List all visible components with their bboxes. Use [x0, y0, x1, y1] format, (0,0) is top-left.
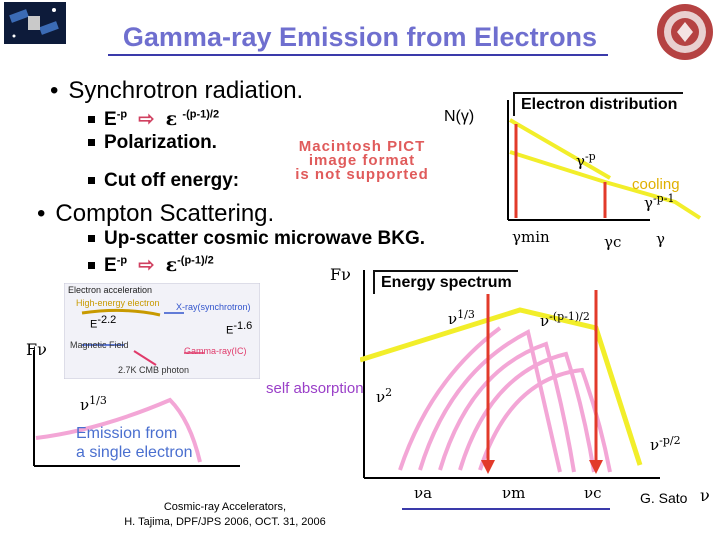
compton-inset-diagram [64, 283, 260, 379]
inset-electron-acceleration: Electron acceleration [68, 285, 153, 295]
compton-cmb: Up-scatter cosmic microwave BKG. [88, 228, 425, 250]
single-electron-caption: Emission from a single electron [76, 425, 193, 461]
source-credit: Cosmic-ray Accelerators, H. Tajima, DPF/… [124, 501, 326, 528]
sync-energy-relation: E-p ⇨ ε -(p-1)/2 [88, 108, 219, 131]
inset-e16: E-1.6 [226, 320, 253, 337]
gamma-min-label: γmin [512, 228, 550, 246]
footer-underline [402, 508, 610, 510]
n-gamma-label: N(γ) [444, 108, 475, 125]
gamma-c-label: γc [604, 233, 622, 251]
author-label: G. Sato [640, 490, 688, 506]
nu-a-label: νa [414, 484, 433, 502]
inset-cmb-photon: 2.7K CMB photon [118, 365, 190, 375]
page-title: Gamma-ray Emission from Electrons [122, 22, 598, 52]
unsupported-image-placeholder: Macintosh PICT image format is not suppo… [295, 138, 429, 183]
slope-gamma-p1-label: γ-p-1 [644, 192, 675, 212]
nu-right-slope-label: ν-p/2 [650, 434, 681, 454]
f-nu-label-single: Fν [26, 340, 47, 359]
nu-m-label: νm [502, 484, 526, 502]
nu-13-top-label: ν1/3 [448, 308, 475, 328]
inset-xray-label: X-ray(synchrotron) [176, 302, 251, 312]
inset-e22: E-2.2 [90, 314, 117, 331]
cooling-label: cooling [632, 176, 680, 193]
slope-gamma-p-label: γ-p [576, 150, 596, 170]
energy-spectrum-label: Energy spectrum [373, 270, 518, 294]
single-electron-emission-plot [33, 350, 240, 467]
nu-axis-label: ν [700, 486, 710, 505]
implies-arrow-icon: ⇨ [138, 255, 155, 276]
bullet-compton: • Compton Scattering. [37, 200, 275, 227]
sync-polarization: Polarization. [88, 132, 217, 154]
compton-energy-relation: E-p ⇨ ε-(p-1)/2 [88, 254, 214, 277]
nu-13-single-label: ν1/3 [80, 394, 107, 414]
satellite-icon [4, 2, 66, 44]
title-underline [108, 54, 608, 56]
bullet-synchrotron: • Synchrotron radiation. [50, 77, 304, 104]
nu-2-label: ν2 [376, 386, 393, 406]
electron-distribution-label: Electron distribution [513, 92, 684, 116]
self-absorption-label: self absorption [266, 380, 364, 397]
inset-magnetic-field: Magnetic Field [70, 340, 129, 350]
gamma-axis-label: γ [656, 230, 665, 248]
inset-high-energy-electron: High-energy electron [76, 298, 160, 308]
nu-c-label: νc [584, 484, 602, 502]
implies-arrow-icon: ⇨ [138, 109, 155, 130]
university-seal-icon [657, 4, 713, 60]
energy-spectrum-plot [360, 270, 660, 479]
f-nu-label-spectrum: Fν [330, 265, 351, 284]
electron-distribution-plot [507, 100, 702, 221]
nu-mid-slope-label: ν-(p-1)/2 [540, 310, 590, 330]
sync-cutoff: Cut off energy: [88, 170, 239, 192]
inset-gamma-ic: Gamma-ray(IC) [184, 346, 247, 356]
